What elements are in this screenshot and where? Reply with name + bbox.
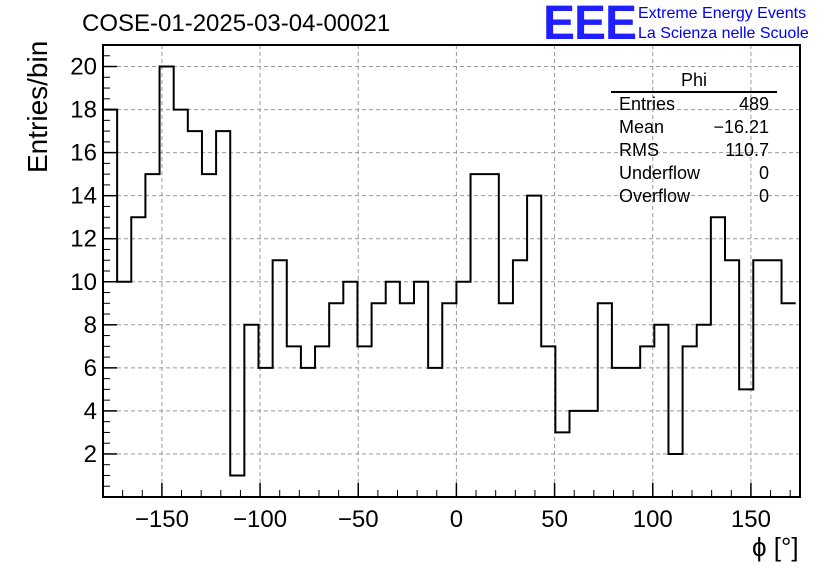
- stats-title: Phi: [611, 69, 777, 93]
- stats-label: Overflow: [619, 186, 691, 206]
- x-tick-label: −100: [233, 506, 287, 533]
- x-tick-label: −150: [135, 506, 189, 533]
- stats-label: Entries: [619, 94, 676, 114]
- stats-box: Phi Entries 489 Mean −16.21 RMS 110.7 Un…: [611, 69, 777, 208]
- y-tick-label: 8: [84, 312, 97, 339]
- y-tick-label: 12: [70, 226, 97, 253]
- x-tick-label: 100: [633, 506, 673, 533]
- x-axis-label: ϕ [°]: [752, 532, 799, 562]
- chart-title: COSE-01-2025-03-04-00021: [82, 10, 391, 37]
- axis-ticks: [103, 55, 791, 497]
- x-tick-label: 50: [541, 506, 568, 533]
- y-tick-label: 18: [70, 97, 97, 124]
- grid-lines: [103, 45, 800, 497]
- x-tick-label: −50: [338, 506, 379, 533]
- y-tick-label: 4: [84, 398, 97, 425]
- logo-caption-line1: Extreme Energy Events: [638, 5, 807, 22]
- logo-caption-line2: La Scienza nelle Scuole: [638, 25, 809, 42]
- stats-label: RMS: [619, 140, 659, 160]
- stats-value: −16.21: [713, 117, 769, 137]
- histogram-step-line: [103, 65, 796, 477]
- stats-value: 0: [758, 186, 769, 206]
- x-tick-label: 150: [731, 506, 771, 533]
- y-tick-label: 16: [70, 140, 97, 167]
- y-axis-label: Entries/bin: [22, 40, 53, 173]
- y-tick-label: 10: [70, 269, 97, 296]
- stats-label: Mean: [619, 117, 665, 137]
- y-tick-label: 14: [70, 183, 97, 210]
- stats-value: 0: [758, 163, 769, 183]
- stats-row-underflow: Underflow 0: [611, 162, 777, 185]
- stats-row-overflow: Overflow 0: [611, 185, 777, 208]
- stats-label: Underflow: [619, 163, 701, 183]
- stats-row-rms: RMS 110.7: [611, 139, 777, 162]
- x-tick-label: 0: [450, 506, 463, 533]
- y-tick-label: 2: [84, 441, 97, 468]
- y-tick-label: 20: [70, 54, 97, 81]
- logo-caption: Extreme Energy Events La Scienza nelle S…: [638, 4, 809, 44]
- eee-logo: EEE: [543, 0, 637, 50]
- stats-row-mean: Mean −16.21: [611, 116, 777, 139]
- tick-labels: −150 −100 −50 0 50 100 150 2 4 6 8 10 12 14 16 18 20: [70, 54, 771, 533]
- stats-row-entries: Entries 489: [611, 93, 777, 116]
- y-tick-label: 6: [84, 355, 97, 382]
- stats-value: 489: [738, 94, 769, 114]
- stats-value: 110.7: [725, 140, 769, 160]
